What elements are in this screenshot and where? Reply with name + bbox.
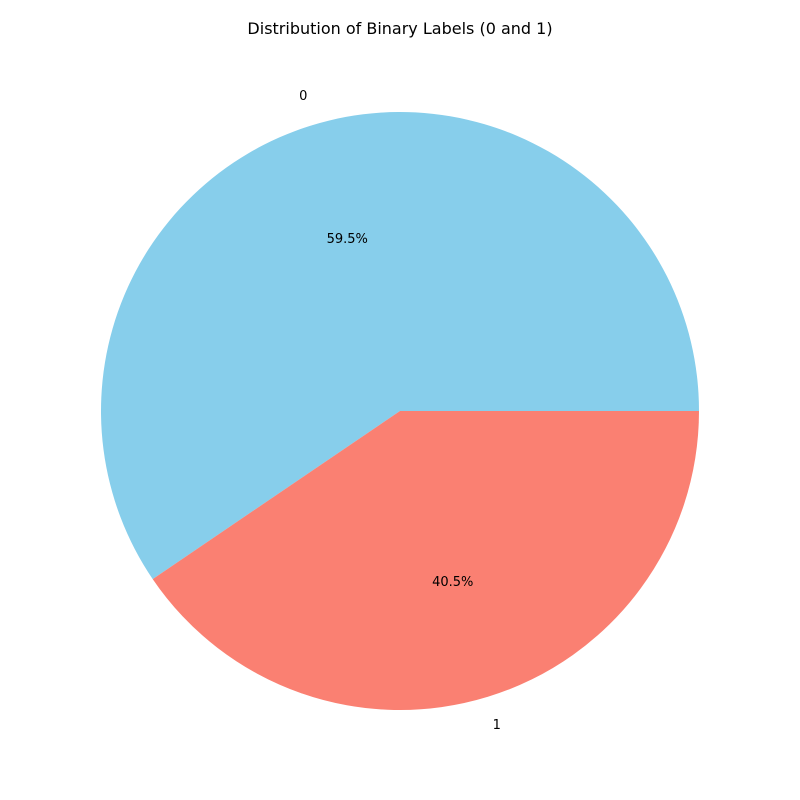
slice-label-0: 0 bbox=[299, 89, 307, 104]
pie-slices bbox=[100, 112, 700, 710]
slice-label-1: 1 bbox=[493, 718, 501, 733]
pie-slice-0 bbox=[100, 112, 700, 580]
percent-label-0: 59.5% bbox=[327, 232, 368, 247]
pie-slice-1 bbox=[152, 411, 700, 710]
chart-title: Distribution of Binary Labels (0 and 1) bbox=[247, 19, 552, 38]
pie-labels: 0 59.5% 1 40.5% bbox=[299, 89, 501, 733]
percent-label-1: 40.5% bbox=[432, 575, 473, 590]
